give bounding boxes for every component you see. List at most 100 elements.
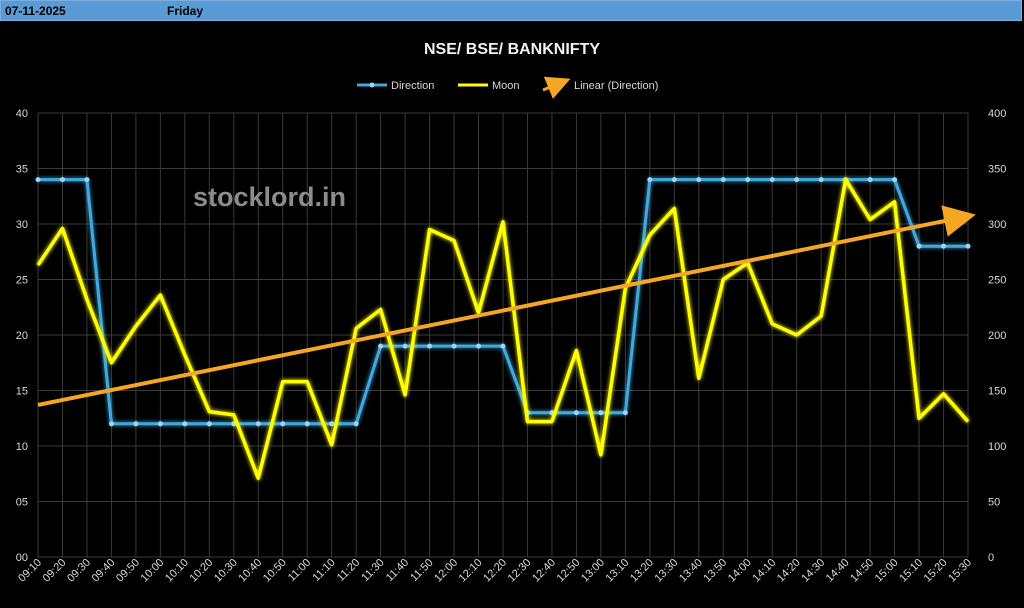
chart-legend: Direction Moon Linear (Direction) [357,76,658,99]
x-tick-label: 12:10 [457,557,485,585]
direction-point [329,421,335,427]
y-right-tick-label: 250 [988,275,1006,287]
direction-point [647,177,653,183]
x-tick-label: 13:10 [604,557,632,585]
y-right-tick-label: 200 [988,330,1006,342]
x-tick-label: 13:00 [579,557,607,585]
direction-point [965,243,971,249]
x-tick-label: 14:20 [775,557,803,585]
direction-point [59,177,65,183]
direction-point [941,243,947,249]
direction-point [622,410,628,416]
direction-point [108,421,114,427]
x-tick-label: 11:20 [335,557,362,584]
direction-point [427,343,433,349]
y-left-tick-label: 35 [16,164,28,176]
x-tick-label: 10:50 [261,557,289,585]
y-right-tick-label: 350 [988,164,1006,176]
direction-point [378,343,384,349]
x-tick-label: 14:00 [726,557,754,585]
x-tick-label: 15:10 [897,557,925,585]
x-tick-label: 15:20 [922,557,950,585]
x-tick-label: 12:00 [432,557,460,585]
x-tick-label: 12:20 [481,557,509,585]
watermark-text: stocklord.in [193,182,346,212]
direction-point [916,243,922,249]
x-tick-label: 10:10 [163,557,191,585]
y-left-tick-label: 15 [16,386,28,398]
x-tick-label: 11:50 [408,557,435,584]
direction-point [353,421,359,427]
y-left-tick-label: 00 [16,552,28,564]
direction-point [794,177,800,183]
x-tick-label: 14:50 [848,557,876,585]
y-left-tick-label: 25 [16,275,28,287]
direction-point [133,421,139,427]
y-left-tick-label: 05 [16,497,28,509]
y-right-tick-label: 100 [988,441,1006,453]
direction-point [476,343,482,349]
direction-point [206,421,212,427]
x-tick-label: 12:40 [530,557,558,585]
y-left-tick-label: 20 [16,330,28,342]
x-tick-label: 13:20 [628,557,656,585]
x-tick-label: 14:40 [824,557,852,585]
x-tick-label: 10:40 [236,557,264,585]
x-tick-label: 13:30 [652,557,680,585]
x-tick-label: 10:20 [187,557,215,585]
x-tick-label: 09:50 [114,557,142,585]
date-header-bar: 07-11-2025 Friday [0,0,1022,21]
x-tick-label: 09:20 [41,557,69,585]
chart-series [35,177,976,480]
direction-point [818,177,824,183]
x-tick-label: 13:40 [677,557,705,585]
trendline-direction [37,205,976,407]
x-tick-label: 09:30 [65,557,93,585]
direction-point [720,177,726,183]
direction-point [696,177,702,183]
chart-title: NSE/ BSE/ BANKNIFTY [424,41,600,58]
x-tick-label: 13:50 [701,557,729,585]
legend-label: Linear (Direction) [574,80,658,92]
x-tick-label: 11:10 [310,557,337,584]
y-left-tick-label: 40 [16,108,28,120]
direction-point [35,177,41,183]
chart-grid [37,112,969,558]
date-label: 07-11-2025 [5,4,66,18]
legend-marker [369,82,375,88]
y-right-tick-label: 150 [988,386,1006,398]
direction-point [402,343,408,349]
x-tick-label: 15:00 [873,557,901,585]
y-left-tick-label: 10 [16,441,28,453]
y-right-tick-label: 0 [988,552,994,564]
direction-point [573,410,579,416]
x-tick-label: 12:50 [555,557,583,585]
direction-point [182,421,188,427]
y-right-tick-label: 300 [988,219,1006,231]
direction-point [598,410,604,416]
x-tick-label: 10:00 [139,557,167,585]
x-tick-label: 10:30 [212,557,240,585]
direction-point [255,421,261,427]
direction-point [280,421,286,427]
direction-point [500,343,506,349]
direction-point [451,343,457,349]
y-right-tick-label: 50 [988,497,1000,509]
direction-point [745,177,751,183]
x-tick-label: 11:40 [384,557,411,584]
legend-label: Moon [492,80,520,92]
day-label: Friday [167,4,204,18]
legend-label: Direction [391,80,434,92]
direction-point [157,421,163,427]
legend-swatch-trendline [542,76,571,99]
x-tick-label: 12:30 [506,557,534,585]
y-right-tick-label: 400 [988,108,1006,120]
direction-point [769,177,775,183]
direction-point [304,421,310,427]
x-tick-label: 14:10 [750,557,778,585]
x-tick-label: 11:00 [286,557,313,584]
direction-point [867,177,873,183]
x-tick-label: 15:30 [946,557,974,585]
direction-point [84,177,90,183]
